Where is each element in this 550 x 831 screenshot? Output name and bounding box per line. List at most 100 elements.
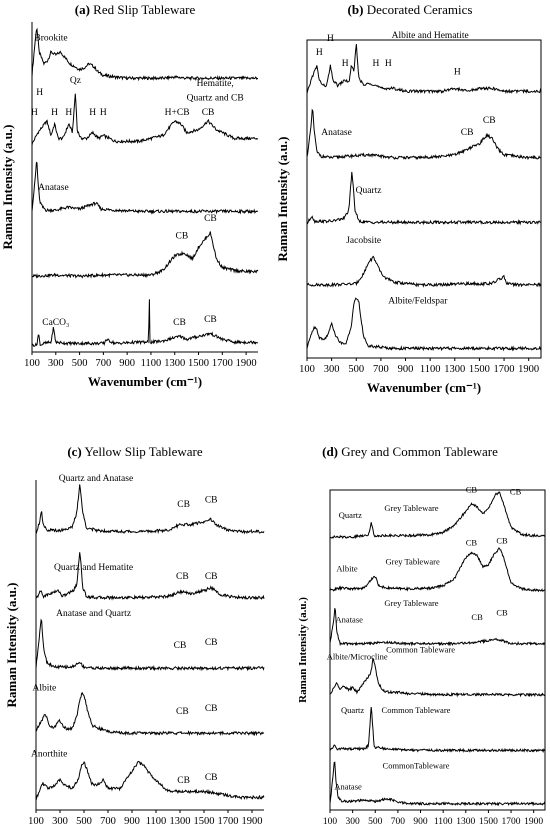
peak-annotation: CB	[205, 638, 218, 648]
peak-annotation: Albite and Hematite	[392, 31, 469, 41]
peak-annotation: CB	[205, 496, 218, 506]
plot-frame	[306, 39, 542, 359]
peak-annotation: CB	[204, 214, 217, 224]
spectrum-line	[31, 299, 259, 348]
x-tick-label: 1900	[524, 817, 543, 827]
peak-annotation: Anorthite	[31, 750, 67, 760]
x-tick-label: 300	[52, 816, 68, 827]
panel-letter: (a)	[74, 2, 90, 17]
x-tick-label: 500	[76, 816, 92, 827]
peak-annotation: H	[385, 59, 392, 69]
peak-annotation: Anatase	[38, 183, 69, 193]
spectrum-line	[329, 658, 546, 698]
panel-title: (b) Decorated Ceramics	[275, 2, 545, 18]
peak-annotation: H	[342, 59, 349, 69]
panel-title: (d) Grey and Common Tableware	[275, 444, 545, 460]
spectrum-line	[35, 484, 265, 535]
peak-annotation: H	[316, 48, 323, 58]
y-axis-label: Raman Intensity (a.u.)	[4, 583, 19, 708]
peak-annotation: Anatase and Quartz	[56, 609, 131, 619]
x-tick-label: 900	[398, 364, 414, 375]
peak-annotation: CB	[176, 707, 189, 717]
x-tick-label: 500	[368, 817, 383, 827]
peak-annotation: H	[373, 59, 380, 69]
x-tick-label: 1300	[444, 364, 465, 375]
x-tick-label: 1100	[146, 816, 167, 827]
x-tick-label: 300	[48, 358, 64, 369]
peak-annotation: Common Tableware	[386, 644, 455, 654]
x-tick-label: 900	[119, 358, 135, 369]
x-axis-label: Wavenumber (cm⁻¹)	[367, 380, 481, 395]
x-tick-label: 1500	[469, 364, 490, 375]
peak-annotation: CB	[202, 108, 215, 118]
raman-chart: 10030050070090011001300150017001900Waven…	[297, 484, 546, 827]
panel-letter: (d)	[322, 444, 339, 459]
x-tick-label: 500	[72, 358, 88, 369]
peak-annotation: Quartz	[341, 705, 364, 715]
x-tick-label: 1700	[212, 358, 233, 369]
x-tick-label: 1900	[242, 816, 263, 827]
panel-a: (a) Red Slip Tableware 100 300 500 700 900 11…	[0, 0, 275, 390]
peak-annotation: Albite	[33, 684, 57, 694]
panel-title-text: Yellow Slip Tableware	[84, 444, 203, 459]
x-tick-label: 1100	[420, 364, 441, 375]
x-tick-label: 300	[346, 817, 361, 827]
x-tick-label: 900	[124, 816, 140, 827]
peak-annotation: CB	[496, 607, 508, 617]
peak-annotation: H+CB	[165, 108, 190, 118]
peak-annotation: CB	[204, 315, 217, 325]
x-tick-label: 700	[373, 364, 389, 375]
peak-annotation: Hematite,	[197, 79, 234, 89]
peak-annotation: H	[31, 108, 38, 118]
spectrum-line	[35, 760, 265, 801]
x-tick-label: 1300	[170, 816, 191, 827]
panel-title: (a) Red Slip Tableware	[0, 2, 270, 18]
peak-annotation: CB	[176, 572, 189, 582]
peak-annotation: CB	[471, 612, 483, 622]
x-tick-label: 1100	[141, 358, 162, 369]
x-tick-label: 100	[299, 364, 315, 375]
x-tick-label: 1500	[194, 816, 215, 827]
peak-annotation: Albite/Microcline	[327, 651, 388, 661]
peak-annotation: CB	[205, 572, 218, 582]
spectrum-line	[31, 93, 259, 146]
panel-d: (d) Grey and Common Tableware 100 300 500 7…	[275, 440, 550, 830]
plot-frame	[329, 489, 546, 811]
x-tick-label: 900	[413, 817, 428, 827]
peak-annotation: CB	[483, 116, 496, 126]
peak-annotation: CaCO₃	[42, 318, 69, 328]
peak-annotation: Qz	[70, 76, 81, 86]
x-tick-label: 1100	[434, 817, 453, 827]
x-tick-label: 700	[100, 816, 116, 827]
peak-annotation: CB	[496, 535, 508, 545]
spectrum-line	[306, 297, 542, 352]
spectrum-line	[306, 255, 542, 288]
spectrum-line	[35, 552, 265, 601]
peak-annotation: CB	[177, 500, 190, 510]
peak-annotation: CB	[174, 641, 187, 651]
x-axis-label: Wavenumber (cm⁻¹)	[88, 374, 202, 389]
peak-annotation: H	[51, 108, 58, 118]
panel-title-text: Red Slip Tableware	[93, 2, 196, 17]
peak-annotation: Quartz	[356, 186, 382, 196]
raman-chart: 10030050070090011001300150017001900Waven…	[4, 474, 265, 827]
peak-annotation: H	[454, 67, 461, 77]
spectrum-line	[329, 491, 546, 540]
x-tick-label: 1300	[456, 817, 475, 827]
peak-annotation: CB	[466, 484, 478, 494]
spectrum-line	[329, 608, 546, 647]
peak-annotation: Grey Tableware	[384, 598, 438, 608]
x-tick-label: 1300	[164, 358, 185, 369]
peak-annotation: Quartz and CB	[187, 94, 244, 104]
panel-title-text: Grey and Common Tableware	[341, 444, 498, 459]
x-tick-label: 1500	[188, 358, 209, 369]
spectrum-line	[329, 707, 546, 754]
panel-title: (c) Yellow Slip Tableware	[0, 444, 270, 460]
peak-annotation: H	[65, 108, 72, 118]
x-tick-label: 1500	[479, 817, 498, 827]
y-axis-label: Raman Intensity (a.u.)	[297, 597, 309, 703]
spectrum-line	[31, 231, 259, 279]
peak-annotation: Albite	[336, 564, 357, 574]
